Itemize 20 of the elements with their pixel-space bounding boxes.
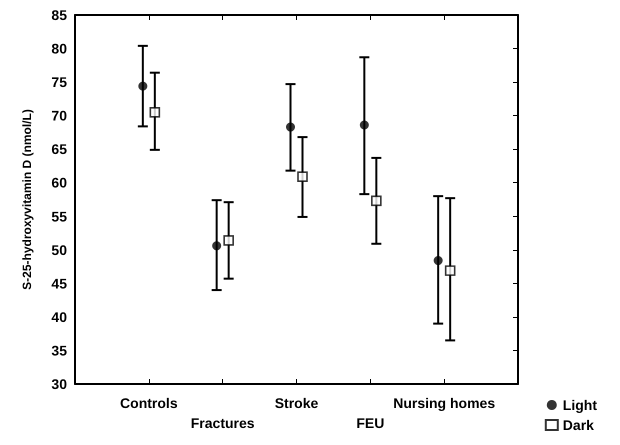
legend-label: Light — [562, 397, 598, 413]
x-tick-label: Stroke — [274, 395, 318, 411]
y-axis-title: S-25-hydroxyvitamin D (nmol/L) — [20, 109, 34, 290]
y-tick-label: 35 — [51, 342, 68, 358]
y-tick-label: 50 — [51, 242, 68, 258]
y-tick-label: 30 — [51, 376, 68, 392]
x-tick-label: Nursing homes — [393, 395, 496, 411]
x-tick-label: Controls — [120, 395, 178, 411]
y-tick-label: 60 — [51, 174, 68, 191]
y-tick-label: 40 — [51, 308, 68, 325]
y-tick-label: 70 — [51, 108, 68, 124]
y-tick-label: 45 — [51, 275, 68, 292]
legend-label: Dark — [562, 417, 594, 433]
x-tick-label: FEU — [356, 415, 384, 431]
y-tick-label: 85 — [51, 7, 68, 23]
y-tick-label: 75 — [51, 74, 68, 90]
y-tick-label: 65 — [51, 141, 68, 158]
y-tick-label: 55 — [51, 208, 68, 224]
x-tick-label: Fractures — [190, 415, 255, 431]
y-tick-label: 80 — [51, 40, 68, 57]
